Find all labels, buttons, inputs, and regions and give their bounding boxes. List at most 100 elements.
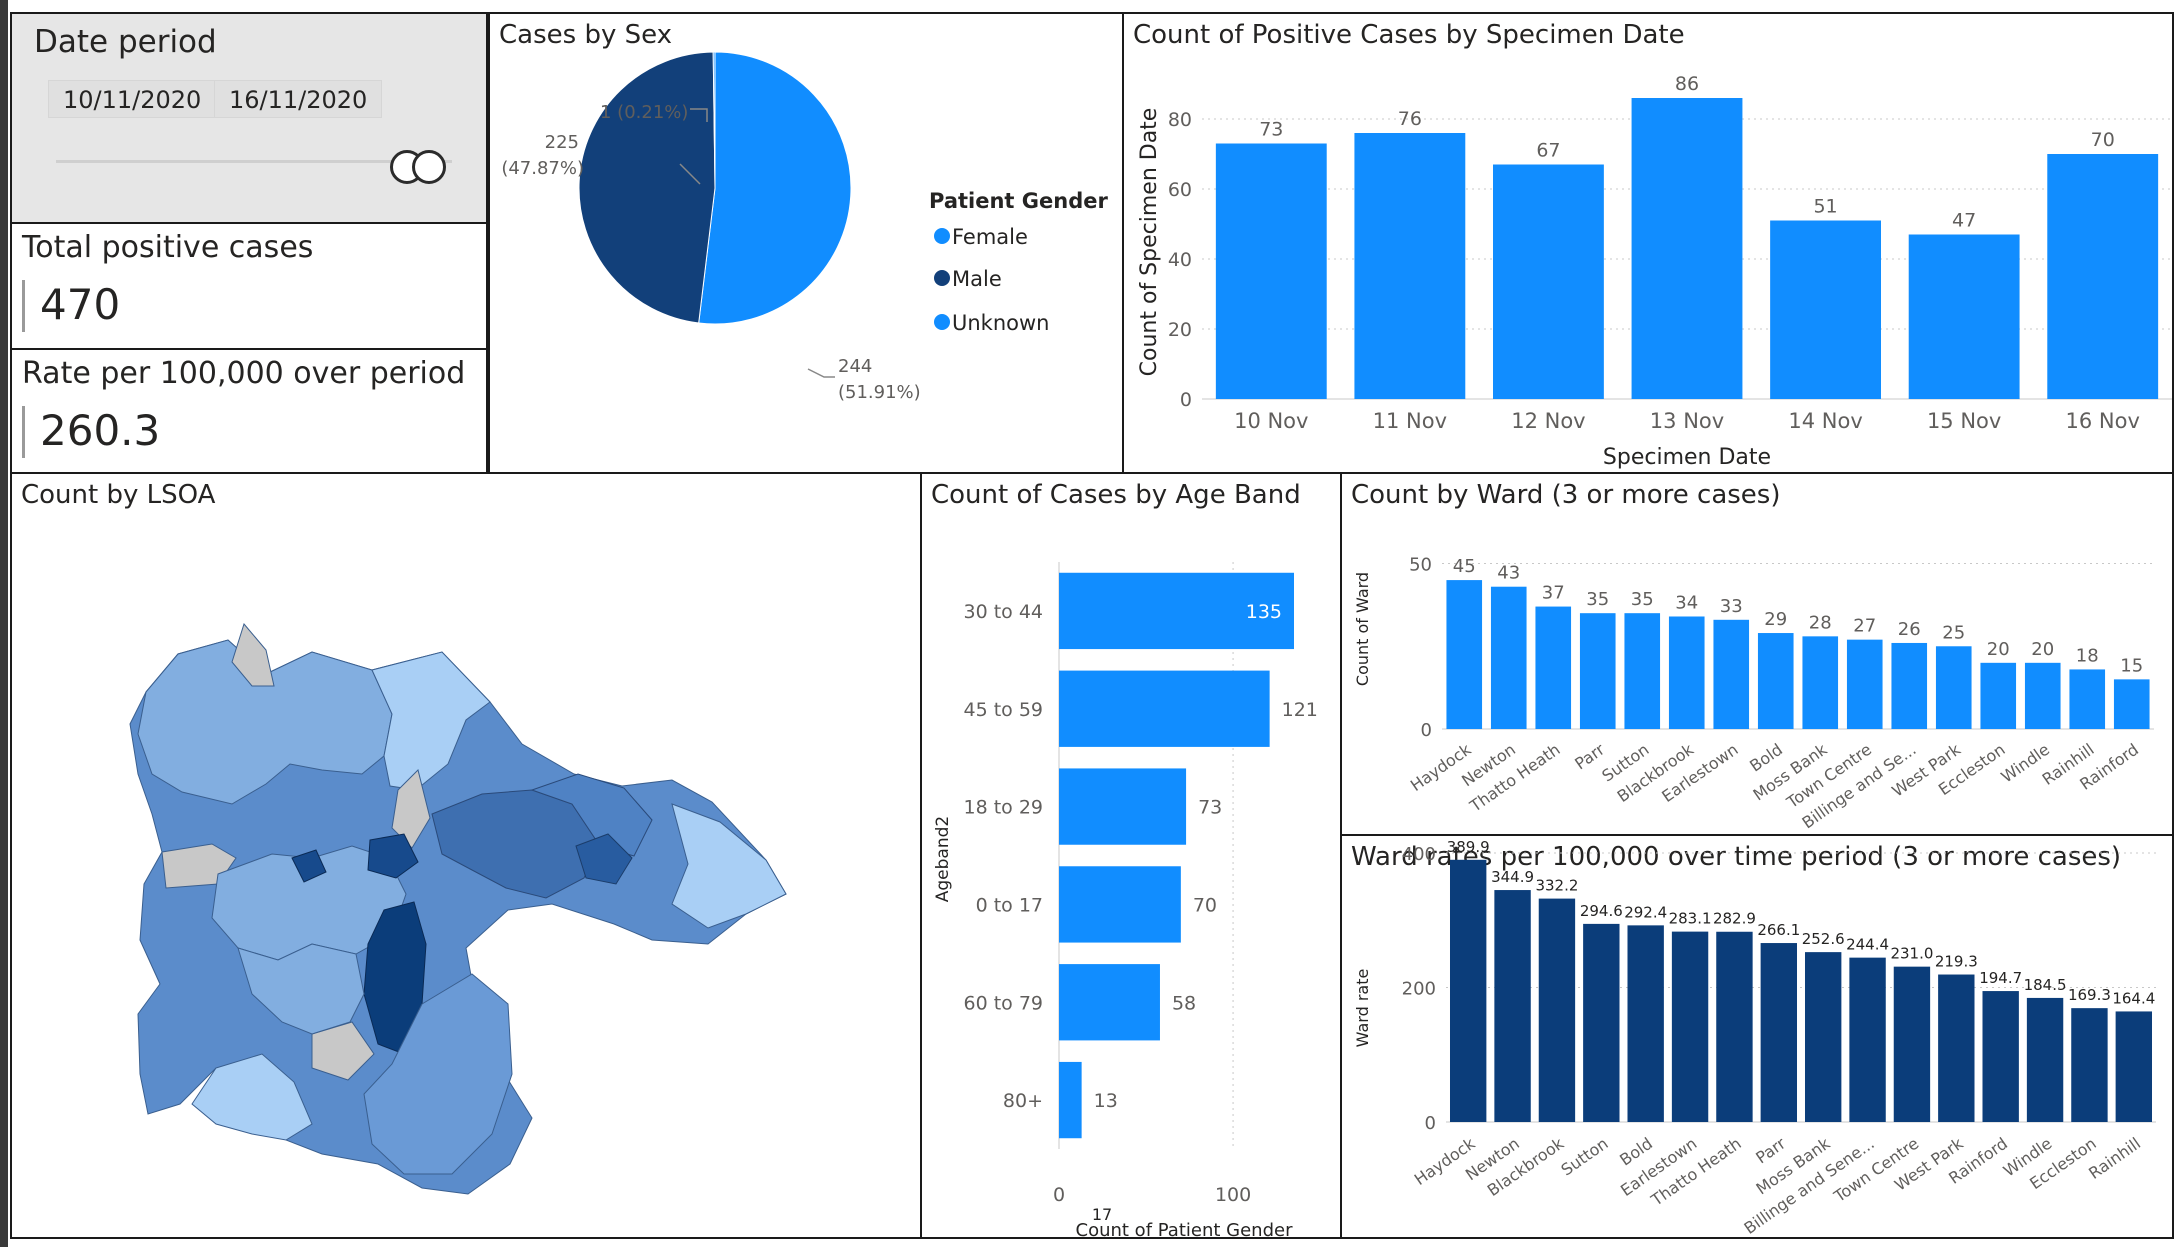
map-region[interactable]: [391, 769, 431, 849]
bar[interactable]: [1893, 966, 1931, 1122]
data-label: 13: [1094, 1090, 1118, 1112]
bar[interactable]: [1354, 133, 1466, 399]
map-region[interactable]: [431, 789, 601, 899]
bar[interactable]: [1059, 572, 1294, 650]
lsoa-choropleth-map[interactable]: [12, 474, 920, 1237]
legend-marker: [934, 270, 950, 286]
bar[interactable]: [1535, 606, 1572, 729]
x-tick-label: Haydock: [1411, 1133, 1479, 1189]
bar[interactable]: [1770, 220, 1881, 400]
data-label: 28: [1809, 612, 1832, 633]
bar[interactable]: [1846, 639, 1883, 729]
data-label: 121: [1282, 699, 1318, 721]
bar[interactable]: [1059, 670, 1270, 747]
y-tick-label: 18 to 29: [963, 797, 1043, 819]
y-tick-label: 45 to 59: [963, 699, 1043, 721]
data-label: 76: [1398, 108, 1422, 130]
y-tick-label: 200: [1402, 979, 1436, 1000]
bar[interactable]: [1668, 616, 1705, 729]
bar[interactable]: [1627, 925, 1664, 1122]
data-label: 184.5: [2024, 976, 2067, 994]
pie-slice-female[interactable]: [698, 51, 852, 325]
map-region[interactable]: [291, 849, 327, 883]
cases-by-sex-panel: Cases by Sex 1 (0.21%) 225 (47.87%) 244 …: [488, 12, 1124, 474]
bar[interactable]: [1446, 580, 1483, 729]
legend-item-female[interactable]: Female: [934, 225, 1028, 249]
bar[interactable]: [1980, 662, 2017, 729]
bar[interactable]: [1579, 613, 1616, 729]
y-tick-label: 0 to 17: [976, 894, 1043, 916]
lsoa-map-panel: Count by LSOA: [10, 472, 922, 1239]
data-label: 43: [1497, 563, 1520, 584]
bar[interactable]: [1624, 613, 1661, 729]
bar[interactable]: [1849, 957, 1886, 1122]
bar[interactable]: [1490, 586, 1527, 729]
legend-item-unknown[interactable]: Unknown: [934, 311, 1049, 335]
legend-item-male[interactable]: Male: [934, 267, 1002, 291]
specimen-date-chart: 0 20 40 60 80 73 10 Nov 76 11 Nov 67 12 Nov 86 13 No…: [1137, 73, 2172, 470]
window-edge: [0, 0, 8, 1247]
bar[interactable]: [1215, 143, 1327, 400]
data-label: 51: [1813, 196, 1837, 218]
map-region[interactable]: [311, 1021, 375, 1081]
data-label: 37: [1542, 583, 1565, 604]
y-tick-label: 80: [1168, 109, 1192, 131]
bar[interactable]: [2071, 1008, 2108, 1122]
pie-slice-male[interactable]: [578, 51, 716, 324]
bar[interactable]: [1494, 890, 1531, 1122]
bar[interactable]: [1538, 898, 1576, 1122]
map-region[interactable]: [530, 773, 653, 857]
bar[interactable]: [1891, 642, 1928, 729]
specimen-date-panel: Count of Positive Cases by Specimen Date…: [1122, 12, 2174, 474]
bar[interactable]: [1583, 923, 1620, 1122]
map-region[interactable]: [575, 833, 633, 885]
data-label: 389.9: [1447, 838, 1490, 856]
bar[interactable]: [2115, 1011, 2153, 1122]
bar[interactable]: [2047, 154, 2159, 399]
map-region[interactable]: [671, 803, 787, 929]
pie-slice-unknown[interactable]: [712, 51, 716, 189]
bar[interactable]: [1059, 768, 1187, 845]
bar[interactable]: [2113, 679, 2150, 729]
bar[interactable]: [1757, 633, 1794, 729]
bar[interactable]: [2069, 669, 2106, 729]
bar[interactable]: [1493, 164, 1604, 400]
bar[interactable]: [1671, 931, 1709, 1122]
axis-note: 17: [1092, 1205, 1112, 1224]
end-date-input[interactable]: 16/11/2020: [214, 80, 383, 118]
bar[interactable]: [1059, 866, 1181, 943]
data-label: 35: [1631, 589, 1654, 610]
legend-label: Male: [952, 267, 1002, 291]
bar[interactable]: [1716, 931, 1753, 1122]
total-cases-card: Total positive cases 470: [10, 222, 488, 350]
map-region[interactable]: [231, 622, 275, 687]
y-axis-title: Count of Ward: [1353, 572, 1372, 686]
panel-title: Count by LSOA: [21, 480, 216, 510]
bar[interactable]: [1713, 619, 1750, 729]
bar[interactable]: [1449, 859, 1487, 1122]
map-region[interactable]: [371, 651, 491, 791]
y-axis-title: Ward rate: [1353, 969, 1372, 1048]
bar[interactable]: [1059, 964, 1160, 1041]
ward-rate-panel: Ward rates per 100,000 over time period …: [1340, 834, 2174, 1239]
slider-end-handle[interactable]: [412, 150, 446, 184]
bar[interactable]: [1982, 991, 2019, 1122]
bar[interactable]: [1938, 974, 1975, 1122]
map-region[interactable]: [363, 973, 513, 1175]
bar[interactable]: [1802, 636, 1839, 729]
bar[interactable]: [1908, 234, 2020, 400]
map-region[interactable]: [237, 943, 365, 1035]
start-date-input[interactable]: 10/11/2020: [48, 80, 217, 118]
bar[interactable]: [1760, 943, 1798, 1122]
bar[interactable]: [1935, 646, 1972, 729]
map-region[interactable]: [367, 833, 419, 879]
bar[interactable]: [1059, 1061, 1082, 1139]
bar[interactable]: [2026, 997, 2064, 1122]
bar[interactable]: [1804, 952, 1842, 1122]
bar[interactable]: [2024, 662, 2061, 729]
map-region[interactable]: [191, 1053, 313, 1141]
bar[interactable]: [1631, 98, 1743, 399]
panel-title: Count of Cases by Age Band: [931, 480, 1301, 510]
rate-card: Rate per 100,000 over period 260.3: [10, 348, 488, 474]
date-slider-track[interactable]: [56, 160, 452, 163]
